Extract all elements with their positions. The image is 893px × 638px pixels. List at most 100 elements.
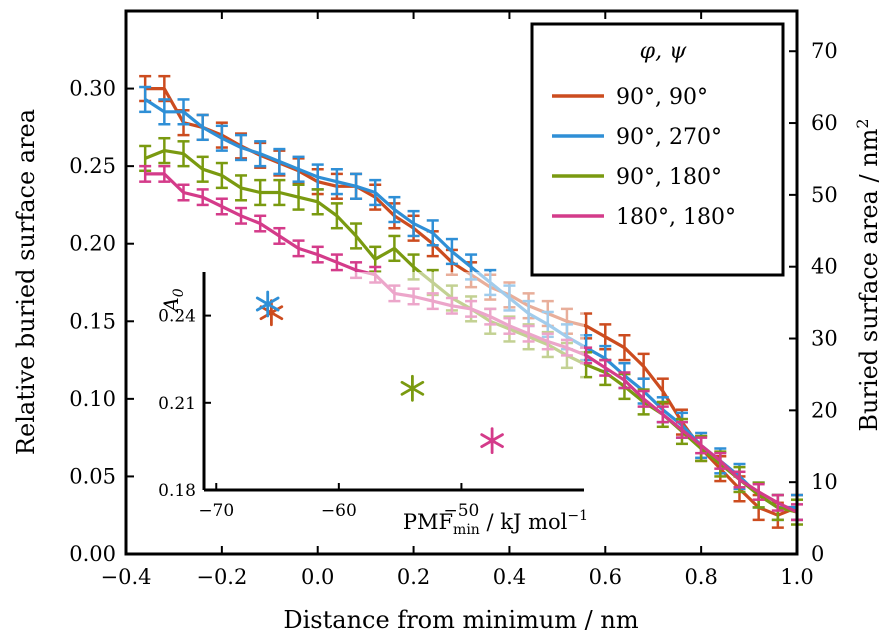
error-bar [273, 147, 286, 176]
error-bar [311, 188, 324, 216]
legend-box [530, 22, 785, 277]
error-bar [330, 167, 343, 196]
y-right-tick-label: 70 [811, 39, 838, 63]
error-bar [235, 133, 248, 162]
error-bar [369, 178, 382, 207]
error-bar [177, 98, 190, 126]
error-bar [407, 209, 420, 238]
error-bar [139, 85, 152, 114]
error-bar [196, 155, 209, 183]
error-bar [637, 352, 650, 380]
error-bar [695, 436, 708, 455]
y-right-axis-ticks: 0 10 20 30 40 50 60 70 [789, 39, 838, 566]
error-bar [637, 389, 650, 408]
legend-label: 90°, 90° [616, 85, 708, 110]
error-bar [426, 219, 439, 247]
y-tick-label: 0.05 [69, 464, 116, 488]
error-bar [254, 178, 267, 207]
x-tick-label: −0.2 [196, 565, 247, 589]
error-bar [733, 470, 746, 489]
error-bar [771, 493, 784, 512]
error-bar [292, 183, 305, 211]
error-bar [445, 237, 458, 266]
x-tick-label: 0.8 [684, 565, 717, 589]
legend-label: 90°, 270° [616, 125, 722, 150]
error-bar [177, 140, 190, 168]
y-tick-label: 0.25 [69, 154, 116, 178]
y-right-axis-label: Buried surface area / nm2 [853, 118, 883, 431]
inset-x-tick-label: −60 [321, 501, 357, 521]
x-tick-label: 0.6 [589, 565, 622, 589]
error-bar [330, 202, 343, 230]
error-bar [388, 234, 401, 263]
error-bar [350, 222, 363, 250]
y-tick-label: 0.10 [69, 387, 116, 411]
y-right-tick-label: 60 [811, 111, 838, 135]
y-tick-label: 0.00 [69, 542, 116, 566]
y-tick-label: 0.30 [69, 77, 116, 101]
error-bar [618, 333, 631, 362]
y-right-tick-label: 0 [811, 542, 824, 566]
x-tick-label: 1.0 [780, 565, 813, 589]
error-bar [292, 155, 305, 183]
legend-label: 180°, 180° [616, 205, 736, 230]
legend-label: 90°, 180° [616, 165, 722, 190]
y-right-tick-label: 30 [811, 327, 838, 351]
x-tick-label: −0.4 [101, 565, 152, 589]
error-bar [714, 451, 727, 470]
x-axis-ticks: −0.4 −0.2 0.0 0.2 0.4 0.6 0.8 1.0 [101, 11, 814, 589]
inset-x-tick-label: −70 [198, 501, 234, 521]
x-tick-label: 0.4 [493, 565, 526, 589]
x-tick-label: 0.2 [397, 565, 430, 589]
inset-x-label: PMFmin / kJ mol−1 [403, 508, 588, 538]
legend-entries: 90°, 90° 90°, 270° 90°, 180° 180°, 180° [552, 85, 736, 230]
error-bar [292, 239, 305, 258]
inset-point [255, 290, 280, 318]
error-bar [158, 136, 171, 165]
inset-y-tick-label: 0.24 [158, 307, 196, 327]
inset-point [400, 374, 425, 402]
inset-y-label: A0 [159, 288, 187, 313]
inset: −70 −60 −50 0.18 0.21 0.24 PMFmin / kJ mol−1 A0 [158, 272, 588, 538]
y-right-tick-label: 50 [811, 183, 838, 207]
inset-y-tick-label: 0.21 [158, 394, 196, 414]
error-bar [273, 178, 286, 207]
x-tick-label: 0.0 [301, 565, 334, 589]
error-bar [656, 405, 669, 424]
y-axis-label: Relative buried surface area [12, 109, 40, 455]
error-bar [618, 371, 631, 390]
inset-point [480, 427, 504, 455]
y-right-tick-label: 10 [811, 470, 838, 494]
error-bar [273, 226, 286, 245]
legend-title: φ, ψ [640, 39, 687, 64]
error-bar [177, 183, 190, 202]
y-tick-label: 0.15 [69, 309, 116, 333]
error-bar [350, 172, 363, 200]
y-tick-label: 0.20 [69, 232, 116, 256]
plot-frame [124, 9, 799, 556]
error-bar [675, 420, 688, 439]
error-bar [158, 98, 171, 126]
inset-x-tick-label: −50 [443, 501, 479, 521]
error-bar [215, 124, 228, 152]
error-bar [254, 214, 267, 233]
error-bar [196, 188, 209, 207]
legend: φ, ψ 90°, 90° 90°, 270° 90°, 180° 180°, 180… [530, 22, 785, 277]
inset-background [204, 272, 584, 490]
y-right-tick-label: 20 [811, 398, 838, 422]
error-bar [388, 195, 401, 224]
y-right-tick-label: 40 [811, 255, 838, 279]
y-axis-ticks: 0.00 0.05 0.10 0.15 0.20 0.25 0.30 [69, 77, 134, 566]
error-bar [158, 164, 171, 183]
error-bar [139, 164, 152, 183]
error-bar [196, 113, 209, 142]
error-bar [215, 197, 228, 216]
error-bar [599, 358, 612, 377]
error-bar [330, 253, 343, 272]
error-bar [235, 174, 248, 202]
x-axis-label: Distance from minimum / nm [283, 606, 638, 634]
error-bar [215, 161, 228, 190]
error-bar [254, 140, 267, 168]
error-bar [311, 245, 324, 264]
